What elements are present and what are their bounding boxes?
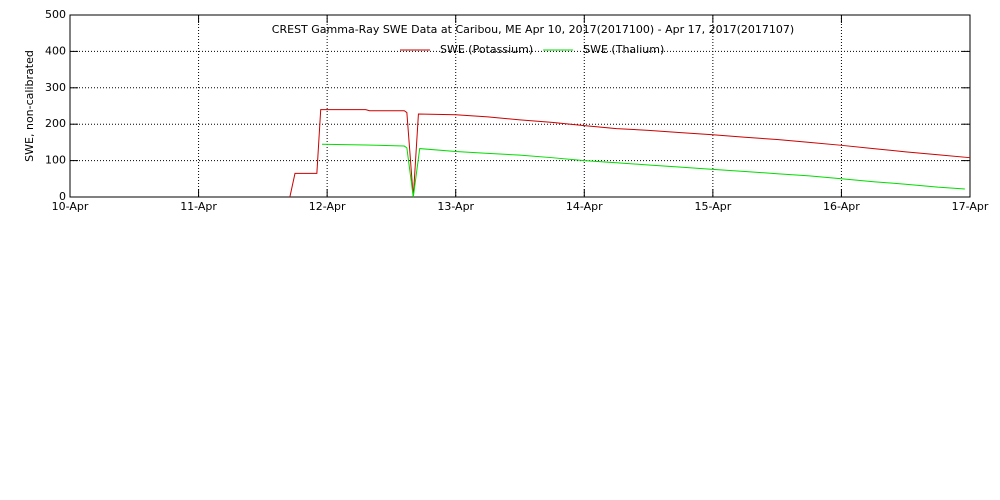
- legend-label: SWE (Thalium): [583, 43, 664, 56]
- x-tick-label: 11-Apr: [180, 200, 217, 213]
- chart-title: CREST Gamma-Ray SWE Data at Caribou, ME …: [272, 23, 794, 36]
- x-tick-label: 16-Apr: [823, 200, 860, 213]
- y-tick-label: 300: [45, 81, 66, 94]
- x-tick-label: 10-Apr: [52, 200, 89, 213]
- data-line: [289, 109, 971, 198]
- x-tick-label: 17-Apr: [952, 200, 989, 213]
- y-tick-label: 400: [45, 44, 66, 57]
- y-tick-label: 100: [45, 154, 66, 167]
- legend-label: SWE (Potassium): [440, 43, 533, 56]
- y-tick-label: 500: [45, 8, 66, 21]
- data-line: [321, 143, 965, 198]
- y-axis-label: SWE, non-calibrated: [23, 50, 36, 162]
- x-tick-label: 14-Apr: [566, 200, 603, 213]
- y-tick-label: 0: [59, 190, 66, 203]
- x-tick-label: 15-Apr: [694, 200, 731, 213]
- x-tick-label: 12-Apr: [309, 200, 346, 213]
- y-tick-label: 200: [45, 117, 66, 130]
- plot-frame: [69, 14, 971, 198]
- x-tick-label: 13-Apr: [437, 200, 474, 213]
